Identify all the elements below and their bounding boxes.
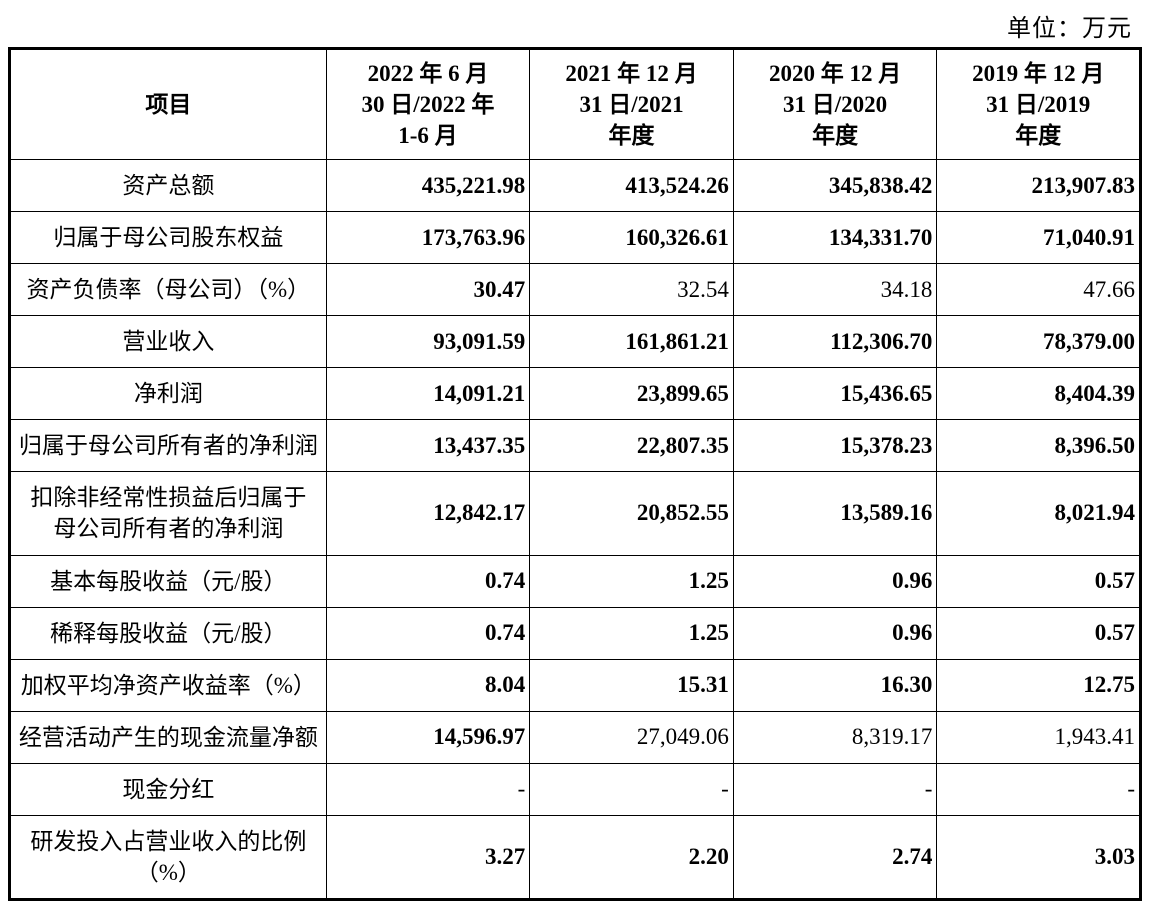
- table-header-row: 项目 2022 年 6 月30 日/2022 年1-6 月 2021 年 12 …: [10, 49, 1141, 160]
- row-value: 1.25: [530, 555, 734, 607]
- row-label: 经营活动产生的现金流量净额: [10, 711, 327, 763]
- row-value: 27,049.06: [530, 711, 734, 763]
- row-value: 134,331.70: [733, 212, 937, 264]
- row-label: 加权平均净资产收益率（%）: [10, 659, 327, 711]
- col-header-item: 项目: [10, 49, 327, 160]
- row-value: 345,838.42: [733, 160, 937, 212]
- row-value: -: [530, 763, 734, 815]
- row-value: 30.47: [326, 264, 530, 316]
- row-value: 1,943.41: [937, 711, 1141, 763]
- col-header-period-1: 2022 年 6 月30 日/2022 年1-6 月: [326, 49, 530, 160]
- row-value: 0.74: [326, 607, 530, 659]
- financial-table: 项目 2022 年 6 月30 日/2022 年1-6 月 2021 年 12 …: [8, 47, 1142, 901]
- row-label: 研发投入占营业收入的比例（%）: [10, 815, 327, 899]
- row-value: 3.03: [937, 815, 1141, 899]
- col-header-period-4: 2019 年 12 月31 日/2019年度: [937, 49, 1141, 160]
- table-body: 资产总额435,221.98413,524.26345,838.42213,90…: [10, 160, 1141, 900]
- row-value: 160,326.61: [530, 212, 734, 264]
- row-value: 14,596.97: [326, 711, 530, 763]
- row-value: 8,021.94: [937, 472, 1141, 555]
- row-label: 扣除非经常性损益后归属于母公司所有者的净利润: [10, 472, 327, 555]
- row-label: 基本每股收益（元/股）: [10, 555, 327, 607]
- table-row: 现金分红----: [10, 763, 1141, 815]
- row-value: 12,842.17: [326, 472, 530, 555]
- row-value: 0.57: [937, 555, 1141, 607]
- table-row: 归属于母公司所有者的净利润13,437.3522,807.3515,378.23…: [10, 420, 1141, 472]
- row-value: 34.18: [733, 264, 937, 316]
- table-row: 扣除非经常性损益后归属于母公司所有者的净利润12,842.1720,852.55…: [10, 472, 1141, 555]
- unit-label: 单位：万元: [8, 8, 1142, 43]
- table-row: 营业收入93,091.59161,861.21112,306.7078,379.…: [10, 316, 1141, 368]
- row-value: 93,091.59: [326, 316, 530, 368]
- table-row: 资产总额435,221.98413,524.26345,838.42213,90…: [10, 160, 1141, 212]
- row-value: 8,404.39: [937, 368, 1141, 420]
- table-row: 归属于母公司股东权益173,763.96160,326.61134,331.70…: [10, 212, 1141, 264]
- row-value: 32.54: [530, 264, 734, 316]
- table-row: 资产负债率（母公司）（%）30.4732.5434.1847.66: [10, 264, 1141, 316]
- table-row: 稀释每股收益（元/股）0.741.250.960.57: [10, 607, 1141, 659]
- table-row: 基本每股收益（元/股）0.741.250.960.57: [10, 555, 1141, 607]
- row-value: 23,899.65: [530, 368, 734, 420]
- col-header-period-3: 2020 年 12 月31 日/2020年度: [733, 49, 937, 160]
- row-value: 16.30: [733, 659, 937, 711]
- row-value: 0.57: [937, 607, 1141, 659]
- row-label: 净利润: [10, 368, 327, 420]
- row-value: 3.27: [326, 815, 530, 899]
- row-value: 47.66: [937, 264, 1141, 316]
- row-value: 12.75: [937, 659, 1141, 711]
- row-value: 112,306.70: [733, 316, 937, 368]
- row-value: 20,852.55: [530, 472, 734, 555]
- row-value: 78,379.00: [937, 316, 1141, 368]
- row-value: -: [326, 763, 530, 815]
- row-value: 8,319.17: [733, 711, 937, 763]
- row-value: -: [733, 763, 937, 815]
- row-value: 8.04: [326, 659, 530, 711]
- row-label: 现金分红: [10, 763, 327, 815]
- row-value: 13,589.16: [733, 472, 937, 555]
- row-value: -: [937, 763, 1141, 815]
- row-value: 0.96: [733, 555, 937, 607]
- row-value: 15,436.65: [733, 368, 937, 420]
- row-label: 资产负债率（母公司）（%）: [10, 264, 327, 316]
- table-row: 研发投入占营业收入的比例（%）3.272.202.743.03: [10, 815, 1141, 899]
- table-row: 净利润14,091.2123,899.6515,436.658,404.39: [10, 368, 1141, 420]
- row-value: 213,907.83: [937, 160, 1141, 212]
- row-value: 0.74: [326, 555, 530, 607]
- row-value: 173,763.96: [326, 212, 530, 264]
- row-value: 71,040.91: [937, 212, 1141, 264]
- row-value: 413,524.26: [530, 160, 734, 212]
- row-value: 1.25: [530, 607, 734, 659]
- row-label: 营业收入: [10, 316, 327, 368]
- row-value: 161,861.21: [530, 316, 734, 368]
- row-value: 0.96: [733, 607, 937, 659]
- row-label: 稀释每股收益（元/股）: [10, 607, 327, 659]
- row-value: 15.31: [530, 659, 734, 711]
- row-value: 13,437.35: [326, 420, 530, 472]
- row-value: 22,807.35: [530, 420, 734, 472]
- row-value: 15,378.23: [733, 420, 937, 472]
- table-row: 经营活动产生的现金流量净额14,596.9727,049.068,319.171…: [10, 711, 1141, 763]
- row-label: 归属于母公司股东权益: [10, 212, 327, 264]
- table-row: 加权平均净资产收益率（%）8.0415.3116.3012.75: [10, 659, 1141, 711]
- row-value: 14,091.21: [326, 368, 530, 420]
- row-label: 归属于母公司所有者的净利润: [10, 420, 327, 472]
- col-header-period-2: 2021 年 12 月31 日/2021年度: [530, 49, 734, 160]
- row-value: 2.20: [530, 815, 734, 899]
- row-value: 8,396.50: [937, 420, 1141, 472]
- row-value: 2.74: [733, 815, 937, 899]
- row-label: 资产总额: [10, 160, 327, 212]
- row-value: 435,221.98: [326, 160, 530, 212]
